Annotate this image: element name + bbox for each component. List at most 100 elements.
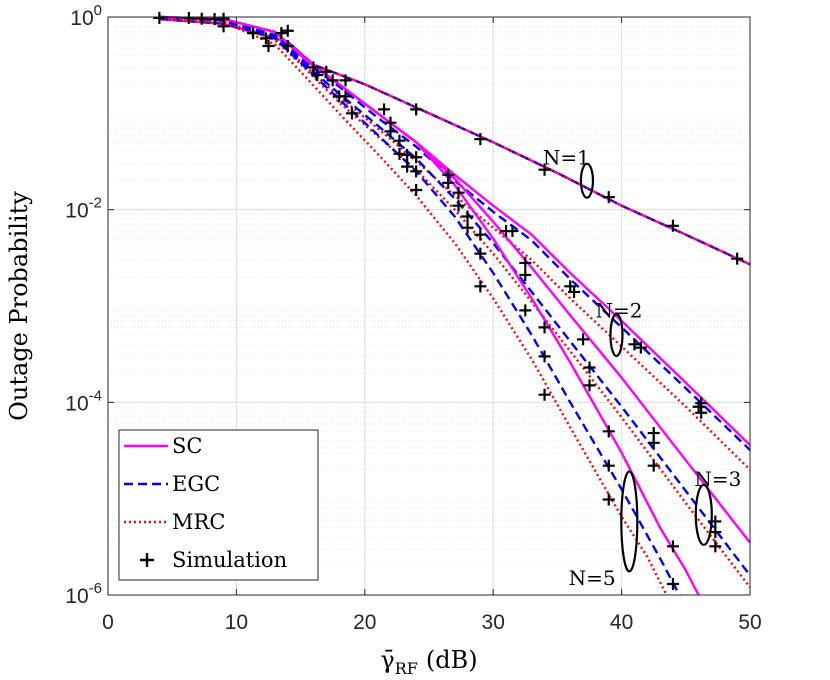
group-ellipse: [609, 312, 624, 358]
simulation-marker: [602, 191, 615, 204]
simulation-marker: [538, 388, 551, 401]
series-line: [159, 15, 668, 596]
series-line: [159, 15, 700, 596]
simulation-marker: [602, 493, 615, 506]
simulation-markers: [153, 11, 744, 591]
simulation-marker: [275, 27, 288, 40]
simulation-marker: [506, 225, 519, 238]
group-ellipses: [579, 162, 713, 573]
series-line: [159, 15, 681, 596]
simulation-marker: [339, 74, 352, 87]
simulation-marker: [247, 27, 260, 40]
x-tick-label: 10: [225, 611, 248, 634]
simulation-marker: [281, 24, 294, 37]
simulation-marker: [461, 221, 474, 234]
simulation-marker: [474, 247, 487, 260]
simulation-marker: [452, 186, 465, 199]
simulation-marker: [410, 165, 423, 178]
simulation-marker: [666, 219, 679, 232]
simulation-marker: [519, 256, 532, 269]
group-ellipse: [579, 162, 595, 199]
simulation-marker: [339, 90, 352, 103]
simulation-marker: [583, 379, 596, 392]
group-annotation: N=1: [543, 145, 590, 169]
simulation-marker: [401, 148, 414, 161]
simulation-marker: [153, 11, 166, 24]
x-tick-label: 50: [738, 611, 761, 634]
simulation-marker: [602, 459, 615, 472]
y-tick-label: 10-6: [65, 580, 102, 608]
simulation-marker: [326, 74, 339, 87]
simulation-marker: [577, 333, 590, 346]
simulation-marker: [647, 459, 660, 472]
simulation-marker: [628, 338, 641, 351]
legend-box: [118, 429, 319, 581]
simulation-marker: [602, 425, 615, 438]
simulation-marker: [474, 280, 487, 293]
simulation-marker: [307, 61, 320, 74]
simulation-marker: [538, 321, 551, 334]
simulation-marker: [217, 20, 230, 33]
x-axis-label-subscript: RF: [395, 659, 418, 678]
simulation-marker: [442, 176, 455, 189]
simulation-marker: [709, 540, 722, 553]
simulation-marker: [320, 65, 333, 78]
x-axis-label-unit: (dB): [426, 646, 478, 674]
y-axis-label: Outage Probability: [5, 191, 33, 421]
simulation-marker: [410, 151, 423, 164]
y-tick-label: 10-2: [65, 195, 102, 223]
simulation-marker: [731, 252, 744, 265]
x-axis-label-symbol: γ̄: [380, 646, 394, 674]
simulation-marker: [384, 125, 397, 138]
simulation-marker: [666, 540, 679, 553]
x-axis-ticks: 0 10 20 30 40 50: [102, 17, 762, 634]
simulation-marker: [519, 304, 532, 317]
group-ellipse: [694, 483, 713, 546]
x-axis-label: γ̄RF (dB): [380, 646, 477, 678]
x-tick-label: 0: [102, 611, 114, 634]
simulation-marker: [474, 133, 487, 146]
simulation-marker: [452, 199, 465, 212]
simulation-marker: [461, 210, 474, 223]
group-annotation: N=3: [694, 467, 741, 491]
simulation-marker: [666, 578, 679, 591]
group-ellipse: [620, 470, 639, 573]
simulation-marker: [410, 103, 423, 116]
simulation-marker: [568, 285, 581, 298]
simulation-marker: [634, 341, 647, 354]
simulation-marker: [182, 11, 195, 24]
simulation-marker: [262, 39, 275, 52]
simulation-marker: [259, 32, 272, 45]
simulation-marker: [311, 68, 324, 81]
simulation-marker: [538, 163, 551, 176]
simulation-marker: [378, 103, 391, 116]
group-annotations: N=1 N=2 N=3 N=5: [543, 145, 741, 590]
simulation-marker: [474, 228, 487, 241]
legend-label: MRC: [172, 510, 225, 534]
simulation-marker: [410, 184, 423, 197]
legend-label: Simulation: [172, 548, 287, 572]
x-tick-label: 30: [482, 611, 505, 634]
simulation-marker: [281, 39, 294, 52]
legend-label: SC: [172, 434, 202, 458]
simulation-marker: [583, 361, 596, 374]
legend: SC EGC MRC Simulation: [118, 429, 319, 581]
simulation-marker: [695, 406, 708, 419]
simulation-marker: [393, 134, 406, 147]
y-tick-label: 100: [70, 2, 102, 30]
series-line: [159, 17, 751, 266]
group-annotation: N=5: [569, 566, 616, 590]
y-axis-ticks: 100 10-2 10-4 10-6: [65, 2, 750, 608]
simulation-marker: [538, 350, 551, 363]
x-tick-label: 20: [353, 611, 376, 634]
simulation-marker: [647, 436, 660, 449]
plot-frame: [107, 16, 751, 596]
y-tick-label: 10-4: [65, 387, 102, 415]
simulation-marker: [393, 147, 406, 160]
simulation-marker: [195, 12, 208, 25]
x-tick-label: 40: [610, 611, 633, 634]
simulation-marker: [345, 107, 358, 120]
simulation-marker: [519, 268, 532, 281]
legend-label: EGC: [172, 472, 220, 496]
